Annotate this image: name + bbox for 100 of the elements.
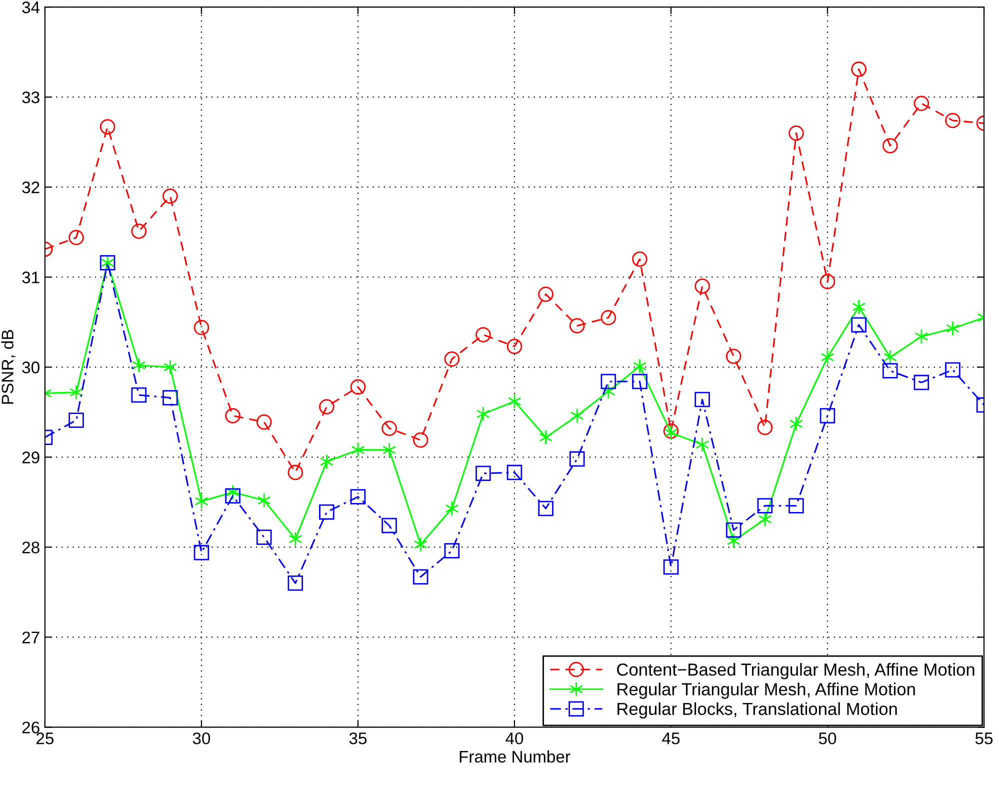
point (946, 320, 960, 336)
point (788, 125, 804, 141)
x-tick-label: 50 (818, 732, 836, 744)
point (506, 338, 522, 354)
point (914, 96, 930, 112)
point (694, 278, 710, 294)
point (757, 420, 773, 436)
point (883, 350, 897, 365)
x-axis-title: Frame Number (460, 750, 570, 763)
point (632, 251, 648, 267)
point (663, 559, 679, 575)
point (257, 492, 271, 508)
point (288, 576, 304, 591)
legend-label: Regular Triangular Mesh, Affine Motion (618, 682, 915, 699)
point (225, 408, 240, 424)
point (600, 310, 616, 326)
point (476, 466, 491, 481)
y-tick-label: 27 (22, 632, 40, 644)
point (194, 544, 210, 560)
point (412, 432, 428, 448)
y-tick-label: 28 (22, 542, 40, 554)
point (162, 390, 178, 406)
point (914, 328, 928, 344)
legend-label: Regular Blocks, Translational Motion (618, 702, 897, 719)
x-tick-label: 45 (662, 732, 680, 744)
point (539, 430, 552, 445)
point (194, 494, 208, 509)
y-tick-label: 34 (22, 1, 40, 14)
point (132, 358, 146, 373)
point (757, 498, 773, 514)
point (820, 350, 834, 365)
legend-label: Content−Based Triangular Mesh, Affine Motion (617, 663, 974, 680)
point (288, 464, 304, 480)
point (444, 543, 460, 558)
y-tick-label: 33 (22, 91, 40, 104)
point (256, 414, 272, 430)
point (570, 408, 584, 424)
point (162, 188, 178, 204)
point (351, 442, 365, 458)
y-tick-label: 29 (22, 452, 40, 464)
point (412, 569, 428, 585)
point (476, 327, 491, 342)
point (414, 536, 428, 552)
point (226, 484, 240, 500)
point (319, 504, 334, 520)
point (914, 374, 930, 390)
point (726, 533, 740, 548)
point (820, 408, 836, 424)
point (68, 412, 84, 428)
y-tick-label: 31 (22, 272, 40, 284)
x-tick-label: 40 (506, 732, 524, 744)
point (382, 442, 396, 458)
point (851, 317, 866, 332)
point (569, 451, 585, 467)
point (194, 320, 210, 336)
point (696, 436, 710, 452)
point (788, 498, 804, 514)
point (288, 531, 302, 547)
x-tick-label: 25 (36, 732, 54, 744)
point (600, 374, 616, 390)
point (319, 399, 334, 414)
point (350, 379, 366, 395)
point (382, 518, 397, 534)
point (131, 224, 146, 239)
y-axis-title: PSNR, dB (1, 330, 16, 404)
point (726, 348, 742, 364)
point (506, 464, 522, 480)
point (256, 530, 272, 545)
point (68, 230, 84, 246)
point (882, 363, 898, 378)
point (163, 359, 177, 375)
point (569, 318, 585, 334)
point (476, 406, 490, 422)
x-tick-label: 30 (192, 732, 210, 744)
point (632, 374, 648, 390)
point (945, 112, 960, 128)
point (444, 351, 460, 367)
point (726, 522, 742, 538)
y-tick-label: 32 (22, 182, 40, 194)
point (602, 384, 616, 400)
x-tick-label: 35 (349, 732, 367, 744)
point (508, 394, 522, 409)
point (820, 274, 836, 290)
point (100, 119, 116, 134)
point (538, 500, 554, 516)
point (852, 299, 866, 314)
point (445, 500, 459, 516)
point (789, 416, 803, 432)
y-tick-label: 26 (22, 722, 40, 734)
y-tick-label: 30 (22, 362, 40, 374)
point (350, 489, 366, 504)
point (945, 362, 960, 378)
point (382, 420, 397, 436)
point (225, 488, 240, 504)
point (538, 286, 554, 302)
point (131, 387, 146, 403)
point (694, 392, 710, 408)
point (882, 138, 898, 154)
point (632, 358, 646, 374)
point (320, 454, 334, 470)
